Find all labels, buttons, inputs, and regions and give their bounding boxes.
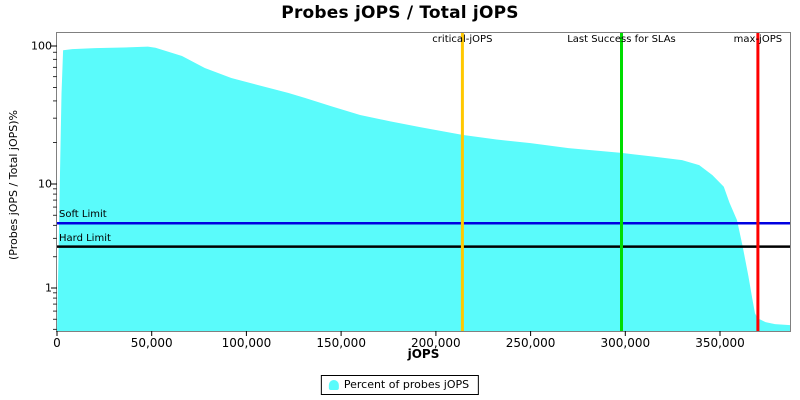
- probes-area-series: [57, 46, 790, 331]
- x-tick-label: 0: [53, 336, 61, 350]
- legend-label: Percent of probes jOPS: [343, 378, 470, 391]
- x-tick-label: 200,000: [411, 336, 461, 350]
- x-tick-label: 150,000: [316, 336, 366, 350]
- legend-swatch-icon: [328, 379, 339, 390]
- plot-border: [56, 32, 791, 332]
- y-tick-label: 1: [45, 281, 52, 295]
- sla-jops-label: Last Success for SLAs: [567, 34, 676, 45]
- x-tick-label: 350,000: [695, 336, 745, 350]
- chart-title: Probes jOPS / Total jOPS: [281, 3, 519, 23]
- x-axis-title: jOPS: [407, 347, 440, 361]
- y-tick-label: 100: [31, 39, 52, 53]
- x-tick-label: 250,000: [505, 336, 556, 350]
- y-axis-title: (Probes jOPS / Total jOPS)%: [7, 110, 20, 261]
- max-jops-label: max-jOPS: [733, 34, 783, 45]
- critical-jops-label: critical-jOPS: [432, 34, 493, 45]
- x-tick-label: 50,000: [130, 336, 173, 350]
- soft-limit-label: Soft Limit: [59, 209, 107, 221]
- x-tick-label: 100,000: [221, 336, 272, 350]
- hard-limit-label: Hard Limit: [59, 232, 111, 244]
- x-tick-label: 300,000: [600, 336, 651, 350]
- legend: Percent of probes jOPS: [320, 375, 480, 395]
- y-tick-label: 10: [38, 177, 52, 191]
